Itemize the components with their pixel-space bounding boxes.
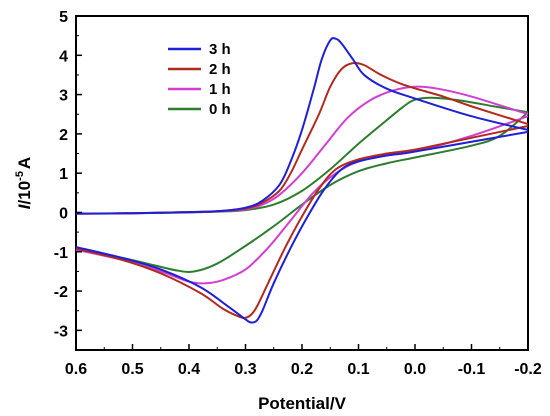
svg-text:I/10-5A: I/10-5 A: [14, 157, 34, 209]
y-tick-label: 1: [59, 166, 68, 183]
y-tick-label: 3: [59, 88, 68, 105]
y-axis-title-tail: A: [15, 157, 34, 169]
y-tick-label: -3: [54, 323, 68, 340]
x-tick-label: -0.1: [458, 361, 486, 378]
legend-label-3h: 3 h: [209, 41, 231, 58]
y-tick-label: -2: [54, 284, 68, 301]
legend-label-2h: 2 h: [209, 61, 231, 78]
series-3h-forward-scan: [75, 37, 529, 215]
legend-label-0h: 0 h: [209, 101, 231, 118]
x-tick-label: 0.4: [178, 361, 200, 378]
y-tick-label: 4: [59, 48, 68, 65]
x-tick-label: 0.3: [234, 361, 256, 378]
series-3h-reverse-scan: [75, 130, 529, 324]
y-axis-title-unit: /10: [15, 181, 34, 205]
series-0h-reverse-scan: [75, 111, 529, 273]
x-tick-label: 0.1: [347, 361, 369, 378]
y-axis-title-symbol: I: [15, 203, 34, 209]
y-axis: -3 -2 -1 0 1 2 3 4 5: [54, 9, 82, 340]
y-tick-label: -1: [54, 245, 68, 262]
series-layer: [75, 37, 529, 324]
y-tick-label: 0: [59, 205, 68, 222]
y-axis-title-exponent: -5: [14, 171, 26, 181]
y-tick-label: 2: [59, 127, 68, 144]
legend: 3 h 2 h 1 h 0 h: [168, 41, 231, 118]
x-tick-label: 0.6: [65, 361, 87, 378]
x-axis: 0.6 0.5 0.4 0.3 0.2 0.1 0.0 -0.1 -0.2: [65, 344, 542, 378]
series-2h-reverse-scan: [75, 125, 529, 320]
y-axis-title: I/10-5 A: [14, 157, 34, 209]
y-tick-label: 5: [59, 9, 68, 26]
legend-label-1h: 1 h: [209, 81, 231, 98]
x-axis-title: Potential/V: [258, 394, 347, 413]
x-tick-label: -0.2: [514, 361, 542, 378]
x-tick-label: 0.2: [291, 361, 313, 378]
plot-area-frame: [75, 15, 529, 351]
series-1h-reverse-scan: [75, 115, 529, 285]
x-tick-label: 0.0: [404, 361, 426, 378]
series-0h-forward-scan: [75, 96, 529, 215]
x-tick-label: 0.5: [121, 361, 143, 378]
